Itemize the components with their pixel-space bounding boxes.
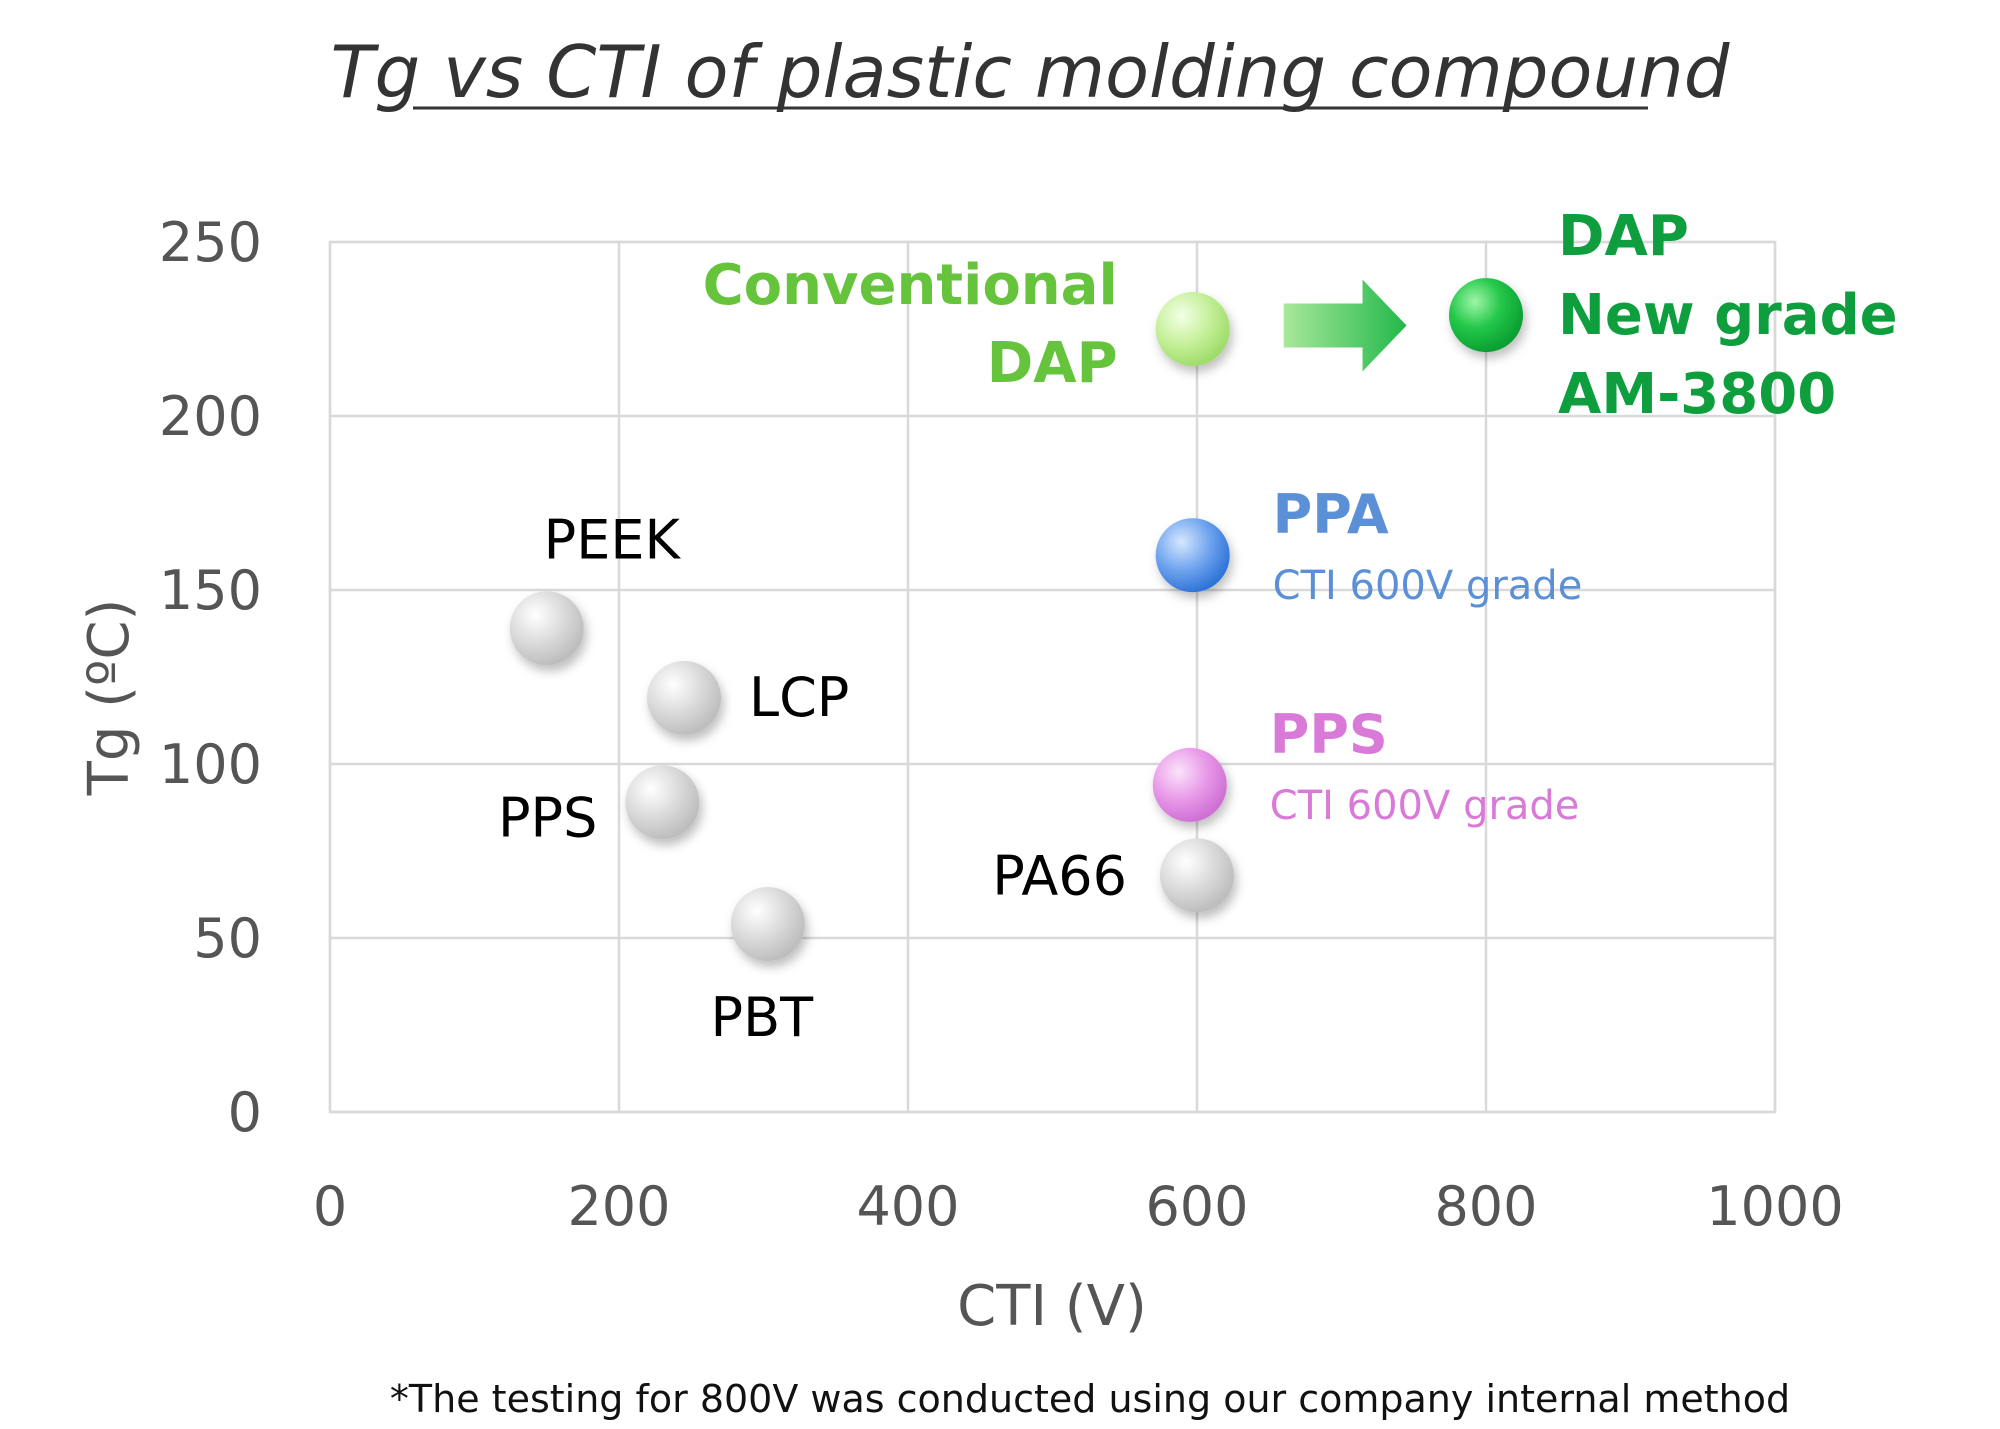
point-pps-600v	[1152, 747, 1227, 822]
data-points	[509, 278, 1523, 962]
x-tick-label-1000: 1000	[1706, 1175, 1843, 1238]
chart-title: Tg vs CTI of plastic molding compound	[331, 30, 1731, 114]
y-axis-label: Tg (ºC)	[77, 599, 142, 797]
y-tick-label-50: 50	[193, 907, 262, 970]
label-pbt-line-1: PBT	[711, 986, 815, 1049]
point-lcp	[647, 660, 722, 735]
x-axis-label: CTI (V)	[957, 1274, 1147, 1339]
y-tick-label-150: 150	[159, 559, 262, 622]
y-tick-label-100: 100	[159, 733, 262, 796]
point-dap-new-grade	[1449, 278, 1523, 353]
label-conventional-dap-line-1: Conventional	[703, 253, 1118, 318]
arrow-shape	[1283, 279, 1407, 372]
x-tick-label-0: 0	[313, 1175, 347, 1238]
y-tick-label-200: 200	[159, 385, 262, 448]
label-ppa-600v-line-2: CTI 600V grade	[1273, 563, 1583, 609]
label-pps-600v-line-2: CTI 600V grade	[1270, 783, 1580, 829]
x-tick-label-600: 600	[1145, 1175, 1248, 1238]
label-dap-new-grade-line-1: DAP	[1558, 204, 1689, 269]
label-pa66-line-1: PA66	[992, 844, 1127, 907]
footnote: *The testing for 800V was conducted usin…	[390, 1377, 1790, 1421]
x-tick-label-800: 800	[1434, 1175, 1537, 1238]
label-pps-line-1: PPS	[498, 786, 597, 849]
point-peek	[509, 591, 584, 666]
y-tick-label-0: 0	[228, 1081, 262, 1144]
y-tick-labels: 0 50 100 150 200 250	[159, 211, 262, 1144]
point-pps	[625, 765, 700, 840]
point-pa66	[1160, 838, 1234, 913]
x-tick-label-200: 200	[567, 1175, 670, 1238]
label-peek-line-1: PEEK	[544, 508, 682, 571]
label-lcp-line-1: LCP	[749, 666, 849, 729]
label-conventional-dap-line-2: DAP	[987, 331, 1118, 396]
upgrade-arrow	[1283, 279, 1407, 372]
label-dap-new-grade-line-2: New grade	[1558, 283, 1898, 348]
point-labels: PEEK LCP PPS PBT PA66 PPS CTI 600V grade PPA CTI…	[498, 204, 1898, 1049]
y-tick-label-250: 250	[159, 211, 262, 274]
point-conventional-dap	[1155, 292, 1230, 366]
label-ppa-600v-line-1: PPA	[1273, 483, 1389, 546]
point-ppa-600v	[1155, 518, 1230, 593]
label-pps-600v-line-1: PPS	[1270, 703, 1388, 766]
x-tick-labels: 0 200 400 600 800 1000	[313, 1175, 1844, 1238]
x-tick-label-400: 400	[856, 1175, 959, 1238]
point-pbt	[730, 887, 805, 962]
plot-area	[328, 240, 1777, 1114]
label-dap-new-grade-line-3: AM-3800	[1558, 362, 1836, 427]
